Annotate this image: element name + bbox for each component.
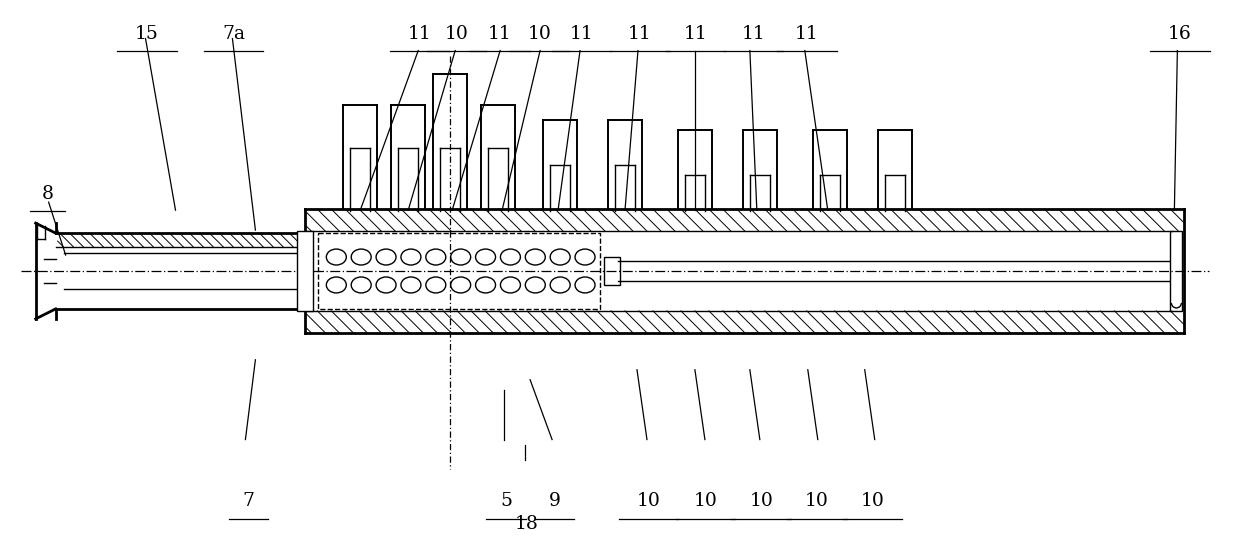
Text: 10: 10 [445, 25, 469, 43]
Text: 11: 11 [489, 25, 512, 43]
Bar [604, 257, 620, 285]
Text: 16: 16 [1168, 25, 1192, 43]
Text: 9: 9 [548, 492, 560, 511]
Text: 7a: 7a [222, 25, 246, 43]
Text: 11: 11 [569, 25, 594, 43]
Text: 7: 7 [242, 492, 254, 511]
Text: 10: 10 [527, 25, 552, 43]
Bar [319, 233, 600, 309]
Text: 11: 11 [795, 25, 818, 43]
Text: 11: 11 [408, 25, 432, 43]
Text: 15: 15 [135, 25, 159, 43]
Text: 11: 11 [627, 25, 652, 43]
Text: 10: 10 [636, 492, 661, 511]
Bar [1171, 231, 1183, 311]
Text: 11: 11 [683, 25, 708, 43]
Text: 8: 8 [42, 185, 53, 203]
Text: 10: 10 [861, 492, 884, 511]
Text: 10: 10 [693, 492, 718, 511]
Bar [298, 231, 314, 311]
Text: 18: 18 [515, 515, 539, 533]
Text: 5: 5 [500, 492, 512, 511]
Text: 10: 10 [805, 492, 828, 511]
Text: 10: 10 [749, 492, 773, 511]
Text: 11: 11 [742, 25, 765, 43]
